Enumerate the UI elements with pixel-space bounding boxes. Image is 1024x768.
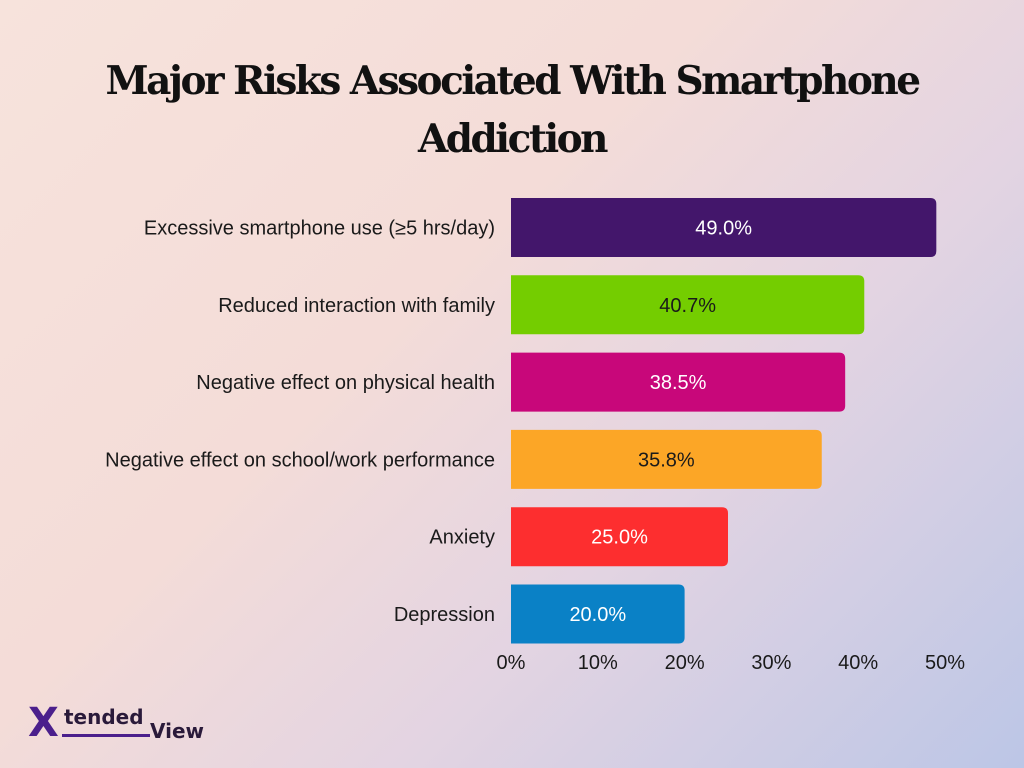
x-tick-label: 30% — [751, 652, 791, 674]
x-tick-label: 50% — [925, 652, 965, 674]
xtendedview-logo: X tended View — [28, 701, 218, 745]
logo-text-tended: tended — [64, 705, 144, 729]
category-label: Negative effect on school/work performan… — [105, 449, 495, 471]
bar — [511, 352, 846, 412]
logo-underline — [62, 734, 150, 737]
category-label: Anxiety — [429, 527, 495, 549]
data-label: 40.7% — [659, 295, 716, 317]
category-label: Excessive smartphone use (≥5 hrs/day) — [144, 218, 495, 240]
category-label: Negative effect on physical health — [196, 372, 495, 394]
chart-title: Major Risks Associated With Smartphone A… — [0, 52, 1024, 168]
category-label: Depression — [394, 604, 495, 626]
x-tick-label: 0% — [497, 652, 526, 674]
bar — [511, 275, 865, 335]
x-tick-label: 10% — [578, 652, 618, 674]
data-label: 20.0% — [569, 604, 626, 626]
bar — [511, 507, 728, 567]
chart-title-line-1: Major Risks Associated With Smartphone — [105, 58, 921, 104]
x-tick-label: 20% — [665, 652, 705, 674]
x-tick-label: 40% — [838, 652, 878, 674]
chart-title-line-2: Addiction — [417, 116, 609, 162]
bar — [511, 198, 937, 257]
logo-text-view: View — [150, 719, 205, 743]
bar — [511, 429, 822, 489]
data-label: 35.8% — [638, 449, 695, 471]
logo-x-mark: X — [28, 700, 59, 746]
data-label: 25.0% — [591, 527, 648, 549]
data-label: 49.0% — [695, 218, 752, 240]
bar — [511, 584, 685, 644]
category-label: Reduced interaction with family — [218, 295, 495, 317]
data-label: 38.5% — [650, 372, 707, 394]
